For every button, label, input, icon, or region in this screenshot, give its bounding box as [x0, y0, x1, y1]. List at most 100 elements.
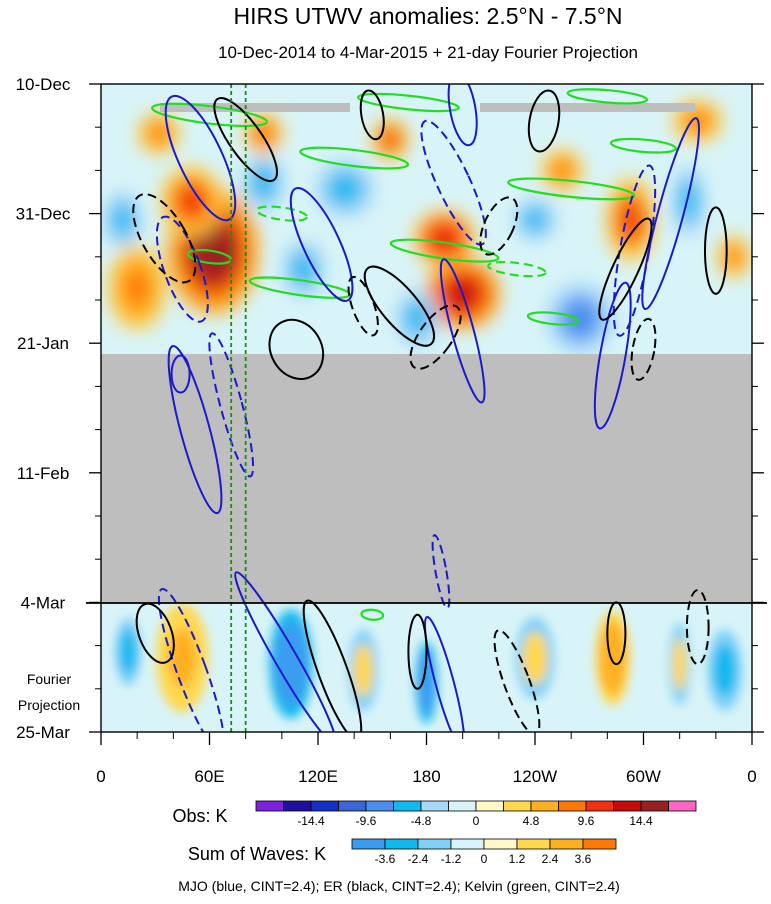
er-contour-1 — [268, 318, 325, 380]
er-contour-4 — [703, 206, 728, 295]
mjo-contour-13 — [612, 164, 657, 337]
obs-colorbar-label-0: -14.4 — [297, 814, 325, 828]
obs-colorbar-swatch-10 — [530, 800, 559, 812]
waves-colorbar-label-0: -3.6 — [375, 852, 396, 866]
obs-colorbar-title: Obs: K — [172, 806, 227, 826]
mjo-contour-2 — [167, 345, 223, 515]
x-tick-label-2: 120E — [298, 767, 338, 786]
y-tick-label-4: 4-Mar — [21, 593, 66, 612]
obs-colorbar-swatch-13 — [613, 800, 642, 812]
er-contour-10 — [359, 89, 385, 141]
y-axis-ticks: 10-Dec 31-Dec 21-Jan 11-Feb 4-Mar 25-Mar — [16, 75, 764, 742]
anomaly-blob-3-3 — [430, 225, 459, 251]
mjo-contour-12 — [420, 119, 487, 246]
fourier-blob-3-2 — [603, 632, 623, 684]
kelvin-contour-0 — [150, 102, 269, 128]
waves-colorbar-label-6: 3.6 — [575, 852, 592, 866]
er-contour-16 — [479, 196, 519, 256]
reference-lines — [230, 84, 247, 732]
er-contour-0 — [363, 265, 436, 347]
kelvin-contour-4 — [507, 177, 636, 201]
legend-note: MJO (blue, CINT=2.4); ER (black, CINT=2.… — [178, 878, 620, 894]
kelvin-contour-12 — [487, 260, 547, 278]
anomaly-blob-10-3 — [149, 124, 168, 143]
mjo-contour-10 — [155, 215, 209, 323]
obs-colorbar-label-2: -4.8 — [411, 814, 432, 828]
anomaly-blob-1-3 — [177, 185, 206, 217]
er-contour-11 — [132, 193, 197, 284]
waves-colorbar-swatch-6 — [549, 838, 584, 850]
waves-colorbar-swatch-5 — [516, 838, 551, 850]
fourier-blob-6-1 — [353, 643, 374, 697]
anomaly-blob-18-1 — [404, 300, 431, 337]
x-tick-label-5: 60W — [626, 767, 661, 786]
obs-colorbar-swatch-1 — [283, 800, 312, 812]
obs-colorbar-swatch-0 — [255, 800, 284, 812]
obs-colorbar-swatch-12 — [585, 800, 614, 812]
anomaly-blob-5-3 — [619, 201, 642, 239]
x-tick-label-3: 180 — [412, 767, 440, 786]
y-tick-label-1: 31-Dec — [16, 205, 71, 224]
fourier-blob-0-2 — [168, 628, 197, 687]
x-tick-label-1: 60E — [194, 767, 224, 786]
obs-colorbar-swatch-2 — [310, 800, 339, 812]
mjo-contour-5 — [593, 281, 632, 430]
er-contour-17 — [347, 275, 379, 337]
anomaly-blob-8-3 — [124, 269, 150, 307]
obs-colorbar-swatch-5 — [393, 800, 422, 812]
mjo-contour-0 — [164, 94, 237, 222]
mjo-contour-14 — [157, 587, 225, 732]
fourier-projection-field — [115, 603, 743, 724]
waves-colorbar-swatch-3 — [450, 838, 485, 850]
anomaly-blob-13-1 — [326, 171, 364, 207]
obs-colorbar-swatch-6 — [420, 800, 449, 812]
waves-colorbar-swatch-1 — [384, 838, 419, 850]
er-contour-14 — [493, 629, 541, 732]
obs-colorbar-swatch-11 — [558, 800, 587, 812]
mjo-contour-4 — [423, 616, 466, 732]
obs-colorbar-swatch-15 — [668, 800, 697, 812]
anomaly-blob-9-3 — [726, 247, 742, 267]
kelvin-contour-7 — [609, 137, 678, 154]
obs-colorbar-swatch-8 — [475, 800, 504, 812]
kelvin-contour-11 — [255, 205, 309, 222]
anomaly-blob-4-3 — [382, 130, 399, 149]
waves-colorbar-label-3: 0 — [481, 852, 488, 866]
waves-colorbar-swatch-4 — [483, 838, 518, 850]
chart-title: HIRS UTWV anomalies: 2.5°N - 7.5°N — [233, 3, 622, 29]
obs-colorbar-swatch-3 — [338, 800, 367, 812]
er-contour-5 — [302, 599, 363, 732]
mjo-contour-8 — [170, 354, 191, 394]
kelvin-contour-1 — [356, 92, 460, 113]
missing-data-region — [101, 354, 752, 603]
er-contour-8 — [135, 602, 175, 664]
waves-colorbar-swatch-7 — [582, 838, 617, 850]
waves-colorbar-swatch-2 — [417, 838, 452, 850]
missing-data-strip — [160, 103, 350, 112]
obs-colorbar-swatch-14 — [640, 800, 669, 812]
anomaly-blob-19-1 — [111, 202, 135, 238]
y-tick-label-0: 10-Dec — [16, 75, 71, 94]
waves-colorbar-label-5: 2.4 — [542, 852, 559, 866]
obs-colorbar-swatch-4 — [365, 800, 394, 812]
kelvin-contour-3 — [299, 146, 410, 170]
er-contour-12 — [409, 304, 462, 370]
fourier-blob-8-1 — [713, 643, 737, 697]
fourier-blob-4-1 — [522, 631, 548, 685]
obs-colorbar-label-6: 14.4 — [629, 814, 653, 828]
fourier-label-line1: Fourier — [27, 671, 72, 687]
mjo-contour-1 — [289, 187, 354, 302]
mjo-contour-6 — [641, 117, 700, 311]
obs-colorbar-label-3: 0 — [473, 814, 480, 828]
mjo-contour-15 — [431, 534, 451, 610]
kelvin-contour-9 — [360, 608, 385, 621]
mjo-contour-3 — [234, 571, 337, 732]
er-contour-13 — [630, 317, 657, 381]
mjo-contour-7 — [439, 258, 486, 404]
er-contour-3 — [598, 217, 653, 321]
kelvin-contour-2 — [566, 88, 649, 105]
anomaly-blob-6-3 — [255, 124, 272, 143]
er-contour-2 — [213, 97, 278, 183]
x-tick-label-0: 0 — [96, 767, 105, 786]
